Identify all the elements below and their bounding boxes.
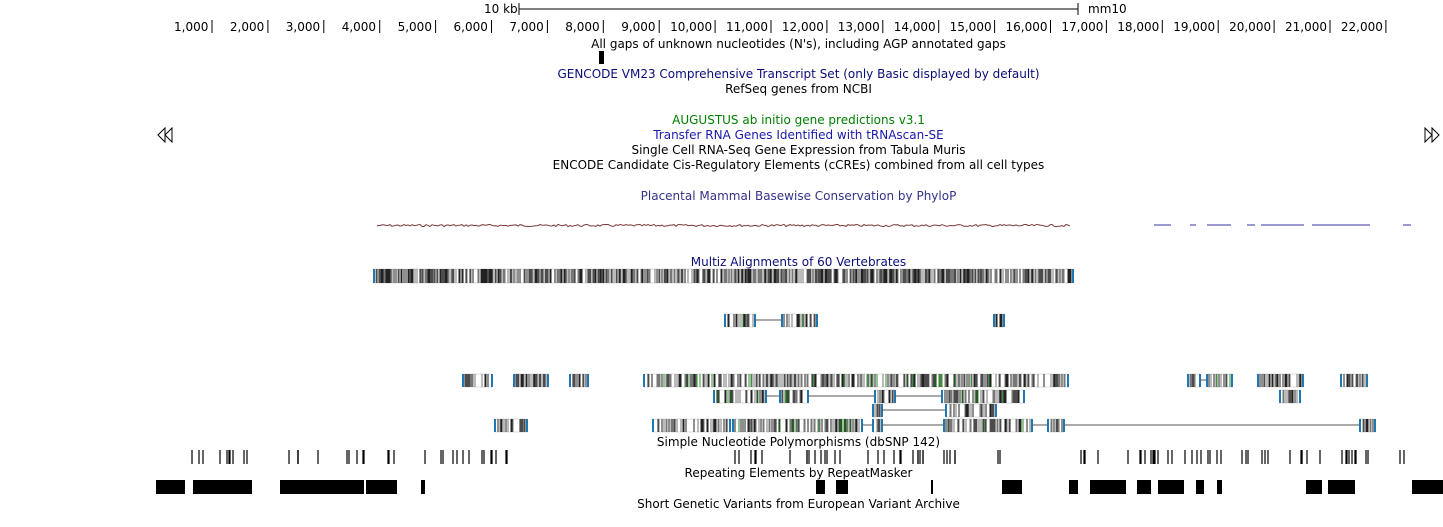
track-label-dbsnp[interactable]: Simple Nucleotide Polymorphisms (dbSNP 1… <box>656 435 941 449</box>
repeat-element <box>1412 480 1443 494</box>
ruler-tick-label: 6,000 <box>453 20 488 34</box>
repeat-element <box>1137 480 1151 494</box>
repeat-element <box>193 480 252 494</box>
ruler-tick-label: 15,000 <box>949 20 992 34</box>
repeat-element <box>1090 480 1126 494</box>
ruler-tick-label: 12,000 <box>781 20 824 34</box>
repeat-element <box>366 480 397 494</box>
double-left-arrow-icon <box>157 127 173 143</box>
scroll-left-button[interactable] <box>157 127 173 143</box>
ruler-tick-label: 19,000 <box>1173 20 1216 34</box>
ruler-tick-label: 17,000 <box>1061 20 1104 34</box>
track-label-phylop[interactable]: Placental Mammal Basewise Conservation b… <box>640 189 957 203</box>
track-label-eva[interactable]: Short Genetic Variants from European Var… <box>637 497 960 511</box>
assembly-label: mm10 <box>1088 2 1127 16</box>
track-label-augustus[interactable]: AUGUSTUS ab initio gene predictions v3.1 <box>672 113 925 127</box>
ruler-tick-label: 14,000 <box>893 20 936 34</box>
repeat-element <box>1328 480 1355 494</box>
repeat-element <box>280 480 364 494</box>
repeat-element <box>1158 480 1184 494</box>
repeat-element <box>836 480 848 494</box>
repeat-element <box>1217 480 1222 494</box>
ruler-tick-label: 1,000 <box>174 20 209 34</box>
track-label-gap[interactable]: All gaps of unknown nucleotides (N's), i… <box>591 37 1006 51</box>
double-right-arrow-icon <box>1424 127 1440 143</box>
ruler-tick-label: 22,000 <box>1340 20 1383 34</box>
phylop-wiggle <box>376 223 1071 228</box>
repeat-element <box>1069 480 1078 494</box>
ruler-tick-label: 7,000 <box>509 20 544 34</box>
repeat-element <box>816 480 825 494</box>
ruler-tick-label: 10,000 <box>670 20 713 34</box>
repeat-element <box>1306 480 1322 494</box>
track-label-gencode[interactable]: GENCODE VM23 Comprehensive Transcript Se… <box>557 67 1040 81</box>
track-label-trna[interactable]: Transfer RNA Genes Identified with tRNAs… <box>653 128 944 142</box>
track-label-tabula-muris[interactable]: Single Cell RNA-Seq Gene Expression from… <box>631 143 966 157</box>
track-label-encode-ccre[interactable]: ENCODE Candidate Cis-Regulatory Elements… <box>552 158 1045 172</box>
ruler-tick-label: 9,000 <box>621 20 656 34</box>
repeat-element <box>421 480 425 494</box>
ruler-tick-label: 21,000 <box>1285 20 1327 34</box>
track-label-multiz[interactable]: Multiz Alignments of 60 Vertebrates <box>690 255 907 269</box>
ruler-tick-label: 4,000 <box>341 20 377 34</box>
repeat-element <box>1196 480 1204 494</box>
scale-bar-label: 10 kb <box>484 2 518 16</box>
track-label-refseq[interactable]: RefSeq genes from NCBI <box>725 82 872 96</box>
ruler-tick-label: 5,000 <box>397 20 432 34</box>
repeat-element <box>1002 480 1022 494</box>
repeat-element <box>931 480 933 494</box>
ruler-tick-label: 11,000 <box>726 20 768 34</box>
repeat-element <box>156 480 185 494</box>
ruler-tick-label: 13,000 <box>837 20 880 34</box>
ruler-tick-label: 8,000 <box>565 20 600 34</box>
track-label-repeatmasker[interactable]: Repeating Elements by RepeatMasker <box>684 466 913 480</box>
gap-block <box>599 51 604 64</box>
ruler-tick-label: 2,000 <box>229 20 265 34</box>
ruler-tick-label: 20,000 <box>1229 20 1272 34</box>
ruler-tick-label: 3,000 <box>285 20 321 34</box>
ruler-tick-label: 16,000 <box>1005 20 1048 34</box>
ruler-tick-label: 18,000 <box>1117 20 1160 34</box>
scroll-right-button[interactable] <box>1424 127 1440 143</box>
